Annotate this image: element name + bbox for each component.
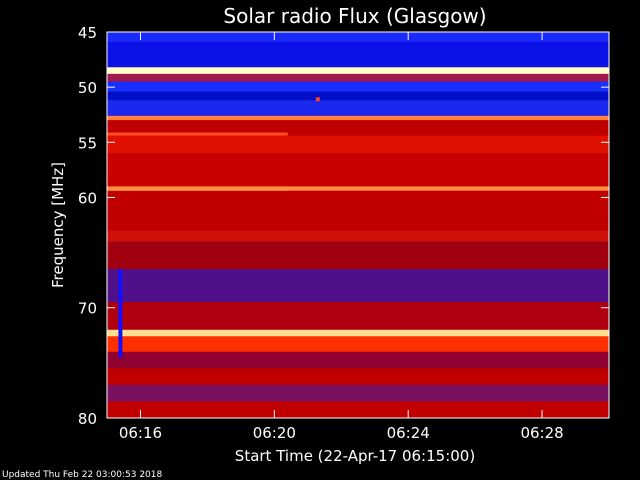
frequency-band-7: [107, 115, 609, 121]
frequency-band-15: [107, 269, 609, 303]
frequency-band-13: [107, 230, 609, 242]
plot-area: [107, 32, 609, 418]
frequency-band-22: [107, 401, 609, 418]
x-tick-label-0: 06:16: [119, 424, 162, 442]
burst-stripe-0: [107, 187, 288, 191]
frequency-band-8: [107, 120, 609, 136]
frequency-band-19: [107, 351, 609, 369]
frequency-band-16: [107, 302, 609, 330]
frequency-band-0: [107, 32, 609, 42]
frequency-band-20: [107, 368, 609, 385]
vertical-burst-2: [118, 269, 123, 358]
x-axis-label: Start Time (22-Apr-17 06:15:00): [235, 447, 475, 465]
frequency-band-21: [107, 384, 609, 402]
frequency-band-12: [107, 190, 609, 231]
frequency-band-10: [107, 153, 609, 187]
burst-stripe-1: [107, 132, 288, 136]
y-tick-label-4: 70: [78, 300, 97, 318]
y-tick-label-0: 45: [78, 24, 97, 42]
frequency-band-3: [107, 73, 609, 82]
frequency-band-14: [107, 241, 609, 270]
frequency-band-11: [107, 186, 609, 191]
frequency-band-1: [107, 41, 609, 68]
updated-timestamp: Updated Thu Feb 22 03:00:53 2018: [2, 470, 163, 480]
frequency-band-2: [107, 67, 609, 74]
frequency-band-5: [107, 91, 609, 101]
x-tick-label-3: 06:28: [520, 424, 563, 442]
y-tick-label-3: 60: [78, 189, 97, 207]
frequency-band-17: [107, 329, 609, 337]
frequency-band-6: [107, 100, 609, 116]
frequency-band-18: [107, 336, 609, 352]
plot-border: [106, 31, 610, 419]
x-tick-label-1: 06:20: [253, 424, 296, 442]
y-axis: 45 50 55 60 70 80: [78, 24, 609, 428]
chart-title: Solar radio Flux (Glasgow): [223, 4, 486, 28]
y-axis-label: Frequency [MHz]: [49, 162, 67, 288]
frequency-band-9: [107, 135, 609, 154]
hot-spot-3: [315, 97, 320, 102]
y-tick-label-1: 50: [78, 79, 97, 97]
x-axis: 06:16 06:20 06:24 06:28: [119, 32, 564, 442]
y-tick-label-5: 80: [78, 410, 97, 428]
frequency-band-4: [107, 81, 609, 92]
y-tick-label-2: 55: [78, 134, 97, 152]
x-tick-label-2: 06:24: [387, 424, 430, 442]
